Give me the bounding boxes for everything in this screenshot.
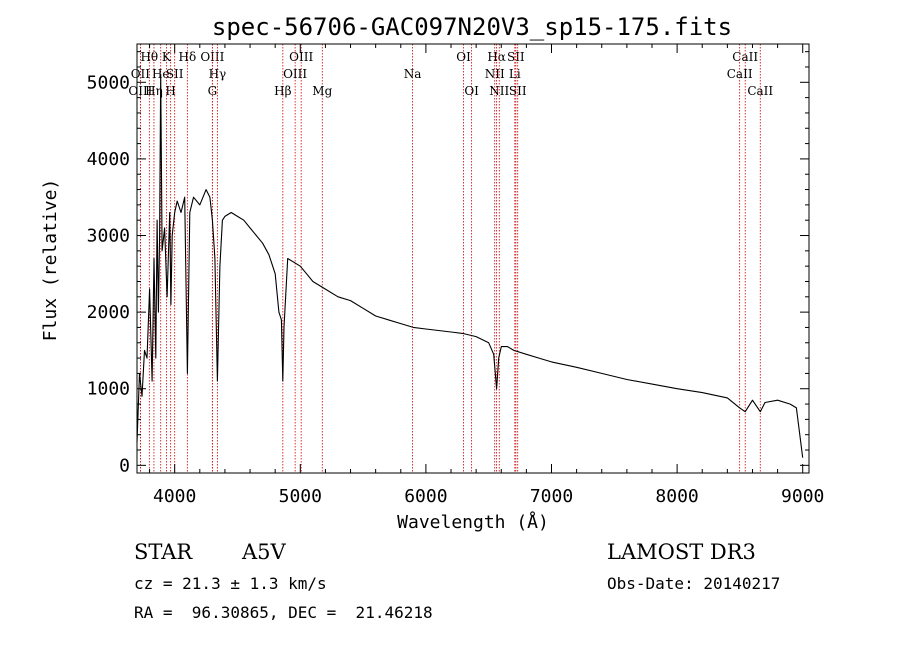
y-tick-label-3: 3000 xyxy=(87,226,130,247)
line-label-26: CaII xyxy=(727,67,753,81)
y-tick-label-2: 2000 xyxy=(87,302,130,323)
line-label-25: CaII xyxy=(732,50,758,64)
line-label-16: Na xyxy=(404,67,422,81)
y-tick-label-4: 4000 xyxy=(87,149,130,170)
series-layer xyxy=(136,74,804,458)
line-label-14: OIII xyxy=(283,67,307,81)
y-axis-label: Flux (relative) xyxy=(40,179,61,342)
line-label-7: SII xyxy=(166,67,184,81)
line-label-12: Hβ xyxy=(274,84,291,98)
line-label-19: Hα xyxy=(487,50,506,64)
y-tick-label-0: 0 xyxy=(119,455,130,476)
redshift-text: cz = 21.3 ± 1.3 km/s xyxy=(134,574,327,593)
y-tick-label-1: 1000 xyxy=(87,379,130,400)
x-tick-label-0: 4000 xyxy=(153,486,196,507)
line-label-0: Hθ xyxy=(140,50,158,64)
x-axis-label: Wavelength (Å) xyxy=(397,511,549,533)
x-tick-label-2: 6000 xyxy=(404,486,447,507)
plot-frame xyxy=(136,43,810,474)
x-axis: 4000 5000 6000 7000 8000 9000 xyxy=(149,44,824,507)
x-tick-label-3: 7000 xyxy=(530,486,573,507)
line-label-2: OIII xyxy=(128,84,152,98)
line-label-11: G xyxy=(208,84,218,98)
line-label-13: OIII xyxy=(289,50,313,64)
line-label-4: He xyxy=(152,67,170,81)
line-label-24: SII xyxy=(509,84,527,98)
line-label-18: OI xyxy=(464,84,479,98)
spectrum-chart: spec-56706-GAC097N20V3_sp15-175.fits Hθ O… xyxy=(40,13,824,533)
chart-title: spec-56706-GAC097N20V3_sp15-175.fits xyxy=(212,13,732,41)
x-tick-label-1: 5000 xyxy=(279,486,322,507)
survey-name: LAMOST DR3 xyxy=(607,540,756,564)
obs-date-text: Obs-Date: 20140217 xyxy=(607,574,781,593)
line-label-17: OI xyxy=(456,50,471,64)
y-tick-label-5: 5000 xyxy=(87,72,130,93)
subclass: A5V xyxy=(242,540,286,564)
y-axis: 0 1000 2000 3000 4000 5000 xyxy=(87,51,809,476)
line-label-15: Mg xyxy=(312,84,332,98)
x-tick-label-4: 8000 xyxy=(655,486,698,507)
series-line-flux xyxy=(136,74,804,458)
line-label-27: CaII xyxy=(747,84,773,98)
line-label-22: SII xyxy=(507,50,525,64)
line-label-8: Hδ xyxy=(179,50,197,64)
line-label-5: K xyxy=(162,50,172,64)
x-tick-label-5: 9000 xyxy=(781,486,824,507)
coordinates-text: RA = 96.30865, DEC = 21.46218 xyxy=(134,603,433,622)
line-label-6: H xyxy=(165,84,175,98)
line-label-21: NII xyxy=(489,84,509,98)
line-label-23: Li xyxy=(509,67,521,81)
line-label-10: Hγ xyxy=(209,67,227,81)
object-class: STAR xyxy=(134,540,193,564)
line-label-20: NII xyxy=(485,67,505,81)
line-label-3: Hη xyxy=(145,84,163,98)
